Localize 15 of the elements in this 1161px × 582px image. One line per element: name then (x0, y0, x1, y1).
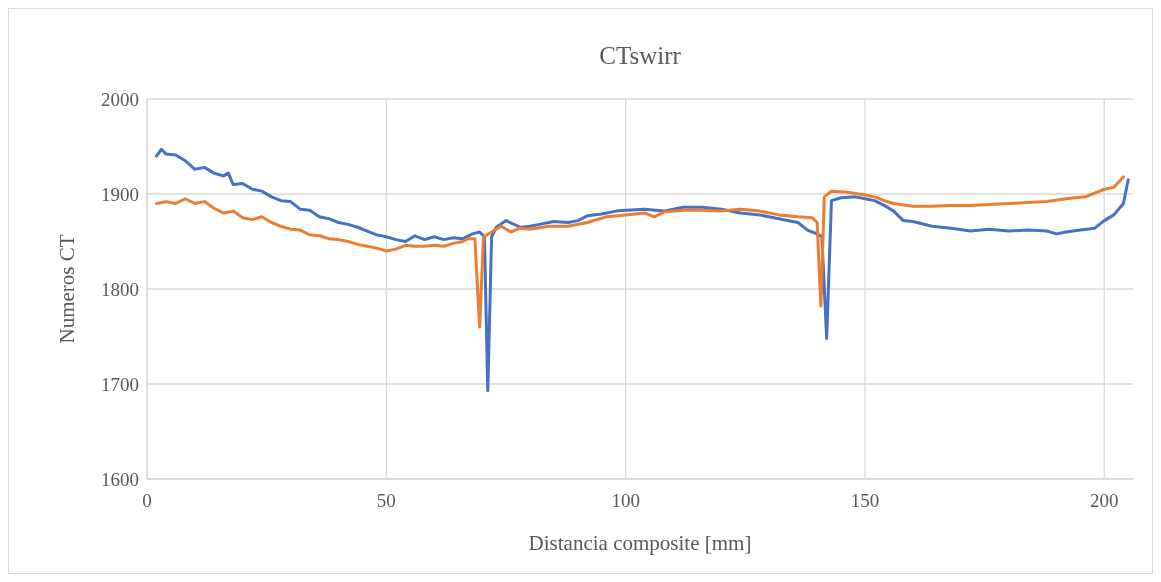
y-tick-label: 1600 (101, 468, 139, 490)
y-tick-label: 1900 (101, 183, 139, 205)
line-series (155, 147, 1130, 393)
x-tick-label: 150 (850, 490, 880, 511)
x-tick-label: 100 (611, 490, 640, 511)
x-tick-label: 200 (1090, 490, 1119, 511)
x-axis-title: Distancia composite [mm] (528, 531, 752, 555)
y-tick-label: 2000 (101, 88, 139, 110)
y-tick-label: 1700 (101, 373, 139, 395)
line-series (155, 175, 1125, 329)
chart-title: CTswirr (599, 42, 682, 69)
y-tick-label: 1800 (101, 278, 139, 300)
y-axis-title: Numeros CT (55, 234, 79, 344)
x-tick-label: 50 (376, 490, 396, 511)
x-tick-label: 0 (142, 490, 152, 511)
